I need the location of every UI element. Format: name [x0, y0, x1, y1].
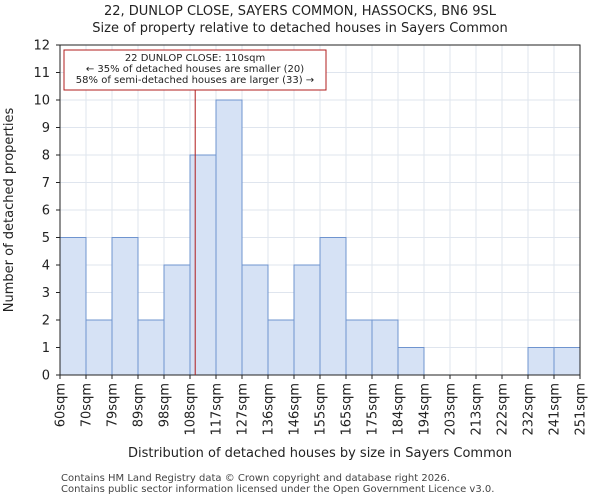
x-tick-label: 70sqm [80, 383, 95, 427]
x-tick-label: 108sqm [184, 383, 199, 436]
x-tick-label: 155sqm [314, 383, 329, 436]
y-tick-label: 3 [42, 286, 50, 301]
y-tick-label: 1 [42, 341, 50, 356]
y-tick-label: 10 [33, 94, 50, 109]
y-tick-label: 7 [42, 176, 50, 191]
annotation-box: 22 DUNLOP CLOSE: 110sqm ← 35% of detache… [63, 49, 327, 91]
x-tick-label: 127sqm [236, 383, 251, 436]
x-tick-label: 60sqm [54, 383, 69, 427]
x-tick-label: 232sqm [522, 383, 537, 436]
y-tick-label: 9 [42, 121, 50, 136]
chart-title-line2: Size of property relative to detached ho… [92, 21, 508, 36]
bars [59, 99, 581, 376]
bar [345, 319, 373, 376]
y-tick-label: 0 [42, 369, 50, 384]
y-tick-label: 2 [42, 314, 50, 329]
x-tick-label: 175sqm [366, 383, 381, 436]
bar [111, 237, 139, 376]
x-axis-label: Distribution of detached houses by size … [128, 446, 512, 461]
y-axis-label: Number of detached properties [2, 108, 17, 313]
x-tick-label: 136sqm [262, 383, 277, 436]
y-tick-label: 6 [42, 204, 50, 219]
y-tick-label: 12 [33, 39, 50, 54]
y-tick-label: 8 [42, 149, 50, 164]
x-tick-label: 194sqm [418, 383, 433, 436]
x-axis-ticks: 60sqm 70sqm 79sqm 89sqm 98sqm 108sqm 117sqm 127… [54, 375, 589, 436]
bar [215, 99, 243, 376]
x-tick-label: 241sqm [548, 383, 563, 436]
x-tick-label: 222sqm [496, 383, 511, 436]
x-tick-label: 251sqm [574, 383, 589, 436]
footer-line2: Contains public sector information licen… [61, 484, 495, 495]
bar [59, 237, 87, 376]
bar [319, 237, 347, 376]
footer-line1: Contains HM Land Registry data © Crown c… [61, 473, 450, 484]
bar [189, 154, 217, 376]
bar [137, 319, 165, 376]
x-tick-label: 146sqm [288, 383, 303, 436]
bar [371, 319, 399, 376]
bar [527, 347, 555, 376]
y-tick-label: 5 [42, 231, 50, 246]
x-tick-label: 117sqm [210, 383, 225, 436]
x-tick-label: 184sqm [392, 383, 407, 436]
annotation-line1: 22 DUNLOP CLOSE: 110sqm [125, 53, 265, 64]
chart-title-line1: 22, DUNLOP CLOSE, SAYERS COMMON, HASSOCK… [104, 4, 497, 19]
annotation-line3: 58% of semi-detached houses are larger (… [76, 75, 314, 86]
bar [85, 319, 113, 376]
x-tick-label: 89sqm [132, 383, 147, 427]
bar [267, 319, 295, 376]
x-tick-label: 79sqm [106, 383, 121, 427]
bar [163, 264, 191, 376]
y-tick-label: 4 [42, 259, 50, 274]
x-tick-label: 213sqm [470, 383, 485, 436]
annotation-frame [63, 49, 327, 91]
bar [241, 264, 269, 376]
bar [553, 347, 581, 376]
x-tick-label: 165sqm [340, 383, 355, 436]
x-tick-label: 98sqm [158, 383, 173, 427]
x-tick-label: 203sqm [444, 383, 459, 436]
annotation-line2: ← 35% of detached houses are smaller (20… [86, 64, 304, 75]
bar [293, 264, 321, 376]
bar [397, 347, 425, 376]
y-tick-label: 11 [33, 66, 50, 81]
